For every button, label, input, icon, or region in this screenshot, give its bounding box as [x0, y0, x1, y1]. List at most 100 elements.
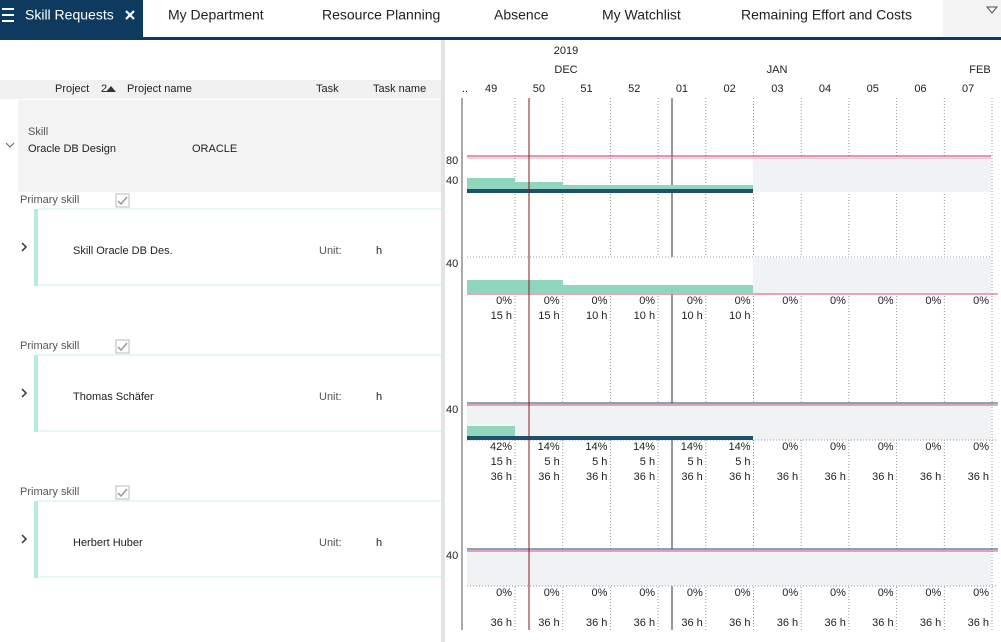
hours-label: 5 h [735, 456, 750, 468]
capacity-area [467, 549, 991, 586]
hours-label: 5 h [688, 456, 703, 468]
week-label: 02 [724, 83, 736, 95]
card-accent [34, 501, 38, 578]
checkbox [115, 339, 130, 354]
capacity-label: 36 h [586, 471, 607, 483]
month-label: FEB [969, 64, 990, 76]
axis-label: 40 [446, 175, 458, 187]
column-header [0, 80, 441, 99]
capacity-area [753, 158, 991, 192]
tab-label[interactable]: Remaining Effort and Costs [741, 7, 912, 23]
capacity-label: 36 h [538, 617, 559, 629]
collapse-icon[interactable] [5, 142, 15, 148]
checkbox [115, 485, 130, 500]
tab-label[interactable]: My Watchlist [602, 7, 681, 23]
percent-label: 0% [496, 295, 512, 307]
axis-label: 40 [446, 258, 458, 270]
capacity-label: 36 h [681, 471, 702, 483]
column-header-label[interactable]: Project name [127, 83, 192, 95]
expand-icon[interactable] [21, 242, 28, 252]
percent-label: 0% [782, 441, 798, 453]
capacity-label: 36 h [538, 471, 559, 483]
active-tab[interactable] [0, 0, 143, 38]
percent-label: 0% [544, 295, 560, 307]
percent-label: 14% [633, 441, 655, 453]
hours-label: 15 h [538, 310, 559, 322]
percent-label: 0% [830, 587, 846, 599]
card-accent [34, 209, 38, 286]
capacity-label: 36 h [872, 471, 893, 483]
column-header-label[interactable]: Project [55, 83, 89, 95]
percent-label: 0% [782, 295, 798, 307]
percent-label: 14% [585, 441, 607, 453]
capacity-label: 36 h [777, 617, 798, 629]
month-label: DEC [554, 64, 577, 76]
percent-label: 0% [735, 295, 751, 307]
demand-bar [467, 436, 753, 440]
percent-label: 0% [639, 295, 655, 307]
axis-label: 40 [446, 404, 458, 416]
row-name: Thomas Schäfer [73, 391, 154, 403]
expand-icon[interactable] [21, 388, 28, 398]
tab-overflow[interactable] [943, 0, 1001, 38]
month-label: JAN [767, 64, 788, 76]
percent-label: 0% [687, 295, 703, 307]
splitter[interactable] [441, 40, 445, 642]
close-icon[interactable] [125, 10, 135, 20]
load-bar [563, 185, 753, 190]
sort-icon[interactable] [106, 86, 116, 92]
load-bar [467, 426, 515, 437]
capacity-label: 36 h [824, 617, 845, 629]
week-label: 49 [485, 83, 497, 95]
tab-underline [0, 37, 1001, 40]
hours-label: 5 h [544, 456, 559, 468]
unit-label: Unit: [319, 391, 342, 403]
tab-label[interactable]: Skill Requests [25, 7, 114, 23]
week-label: 04 [819, 83, 831, 95]
checkmark [117, 196, 128, 206]
load-bar [563, 285, 753, 293]
column-header-label[interactable]: 2 [101, 83, 107, 95]
load-bar [515, 182, 563, 190]
unit-value: h [376, 391, 382, 403]
card-accent [34, 355, 38, 432]
percent-label: 14% [681, 441, 703, 453]
section-label: Primary skill [20, 486, 79, 498]
tab-label[interactable]: My Department [168, 7, 264, 23]
group-type: Skill [28, 126, 48, 138]
capacity-area [753, 258, 991, 294]
week-label: .. [462, 83, 468, 95]
hours-label: 10 h [729, 310, 750, 322]
week-label: 01 [676, 83, 688, 95]
hours-label: 10 h [634, 310, 655, 322]
percent-label: 0% [925, 441, 941, 453]
percent-label: 0% [973, 295, 989, 307]
week-label: 06 [914, 83, 926, 95]
capacity-area [467, 403, 991, 440]
capacity-label: 36 h [824, 471, 845, 483]
capacity-label: 36 h [491, 471, 512, 483]
column-header-label[interactable]: Task name [373, 83, 426, 95]
tab-label[interactable]: Resource Planning [322, 7, 440, 23]
capacity-label: 36 h [634, 471, 655, 483]
tab-label[interactable]: Absence [494, 7, 549, 23]
hours-label: 5 h [640, 456, 655, 468]
percent-label: 0% [591, 295, 607, 307]
column-header-label[interactable]: Task [316, 83, 339, 95]
week-label: 50 [533, 83, 545, 95]
capacity-label: 36 h [491, 617, 512, 629]
unit-label: Unit: [319, 245, 342, 257]
menu-icon[interactable] [2, 8, 14, 22]
capacity-label: 36 h [777, 471, 798, 483]
percent-label: 0% [878, 587, 894, 599]
dropdown-icon[interactable] [985, 6, 999, 14]
section-label: Primary skill [20, 340, 79, 352]
percent-label: 0% [925, 295, 941, 307]
checkmark [117, 342, 128, 352]
expand-icon[interactable] [21, 534, 28, 544]
hours-label: 10 h [681, 310, 702, 322]
capacity-label: 36 h [872, 617, 893, 629]
unit-value: h [376, 245, 382, 257]
axis-label: 80 [446, 155, 458, 167]
